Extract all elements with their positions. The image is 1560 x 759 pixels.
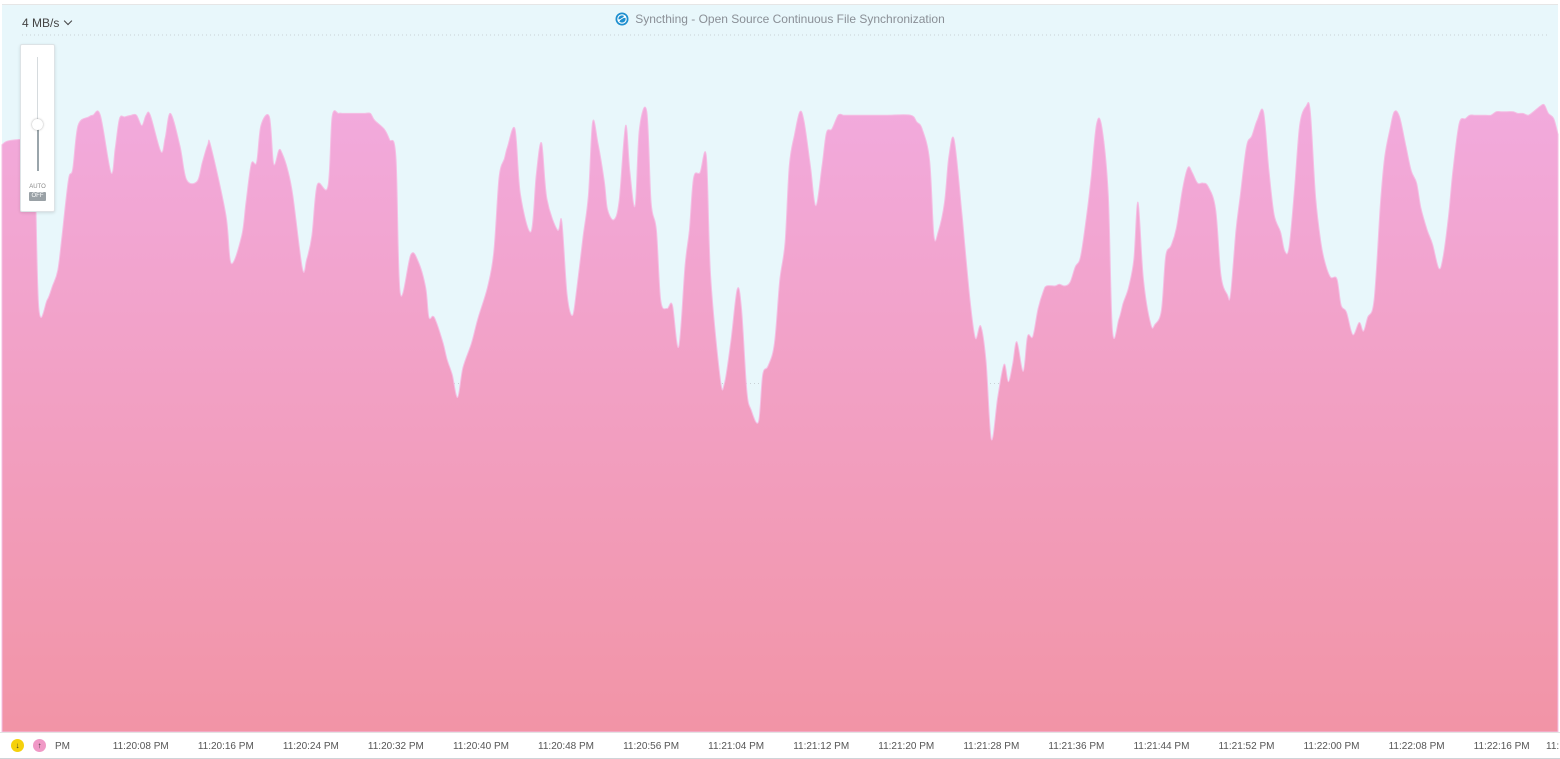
x-tick-label: 11:20:08 PM xyxy=(112,741,169,752)
x-tick-label: 11:20:40 PM xyxy=(452,741,509,752)
zoom-slider-track[interactable] xyxy=(37,57,38,171)
zoom-slider-handle[interactable] xyxy=(32,118,43,130)
x-tick-label: 11:22:00 PM xyxy=(1303,741,1360,752)
upload-series-area xyxy=(1,102,1559,733)
x-tick-label: 11:21:44 PM xyxy=(1133,741,1190,752)
x-tick-label: 11:20:32 PM xyxy=(367,741,424,752)
x-tick-label: 11:21:36 PM xyxy=(1048,741,1105,752)
auto-toggle-button[interactable]: OFF xyxy=(29,192,46,201)
x-tick-label: 11:21:28 PM xyxy=(963,741,1020,752)
x-tick-label: 11:21:52 PM xyxy=(1218,741,1275,752)
zoom-slider-fill xyxy=(37,124,39,171)
scale-value: 4 MB/s xyxy=(22,16,60,30)
x-tick-label: 11:20:48 PM xyxy=(538,741,594,752)
scale-dropdown[interactable]: 4 MB/s xyxy=(22,16,73,30)
x-tick-label: 11:21:20 PM xyxy=(878,741,935,752)
auto-label: AUTO xyxy=(29,184,46,190)
zoom-slider-panel: AUTO OFF xyxy=(20,44,55,212)
x-tick-label: 11:20:56 PM xyxy=(623,741,680,752)
x-tick-label: 11:22:16 PM xyxy=(1473,741,1530,752)
chevron-down-icon[interactable] xyxy=(64,16,73,26)
legend-upload-toggle[interactable]: ↑ xyxy=(33,739,46,752)
x-tick-label: 11:20:16 PM xyxy=(197,741,254,752)
legend-download-toggle[interactable]: ↓ xyxy=(11,739,24,752)
x-tick-label: 11:21:12 PM xyxy=(793,741,850,752)
x-tick-label: 11:22:08 PM xyxy=(1388,741,1445,752)
arrow-down-icon: ↓ xyxy=(15,741,20,750)
time-axis: ↓ ↑ PM 11:20:08 PM 11:20:16 PM 11:20:24 PM 1… xyxy=(0,732,1560,759)
arrow-up-icon: ↑ xyxy=(37,741,42,750)
x-tick-label: 11: xyxy=(1546,741,1560,752)
x-tick-label: 11:20:24 PM xyxy=(282,741,339,752)
x-tick-label: 11:21:04 PM xyxy=(708,741,765,752)
syncthing-logo-icon xyxy=(615,12,629,26)
x-tick-label: PM xyxy=(55,741,70,752)
